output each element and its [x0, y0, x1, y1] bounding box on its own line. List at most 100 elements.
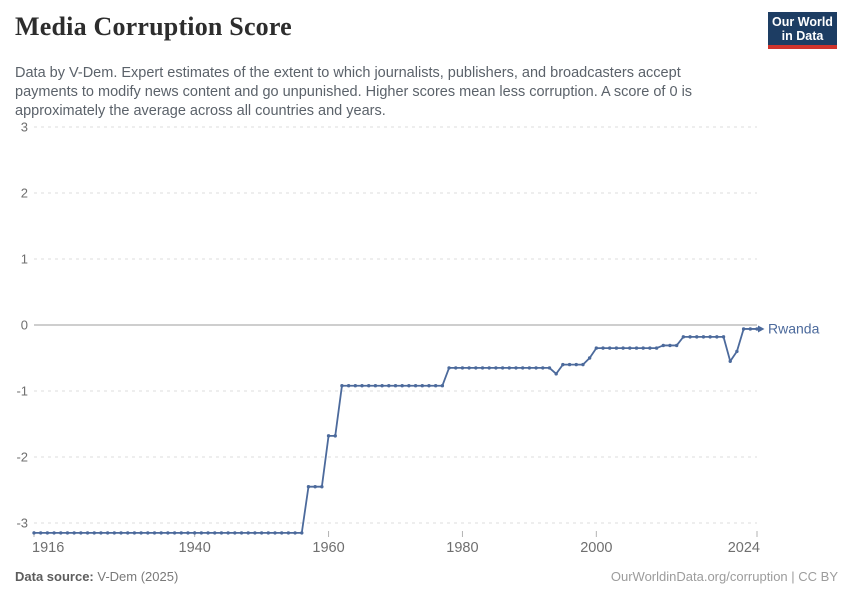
data-point [628, 346, 632, 350]
x-tick-label: 1916 [32, 540, 64, 556]
x-tick-label: 1980 [446, 540, 478, 556]
data-point [634, 346, 639, 350]
data-point [152, 531, 157, 535]
attribution: OurWorldinData.org/corruption | CC BY [610, 569, 838, 584]
data-point [748, 327, 753, 331]
data-point [206, 531, 210, 535]
data-point [219, 531, 224, 535]
data-point [233, 531, 237, 535]
data-point [701, 335, 706, 339]
data-source: Data source: V-Dem (2025) [15, 569, 178, 584]
data-point [608, 346, 612, 350]
y-tick-label: -2 [16, 450, 28, 465]
x-tick-label: 2024 [728, 540, 760, 556]
data-point [621, 346, 625, 350]
data-point [695, 335, 699, 339]
data-point [313, 485, 317, 489]
data-point [367, 384, 371, 388]
data-point [648, 346, 652, 350]
data-point [159, 531, 163, 535]
data-point [213, 531, 217, 535]
data-point [601, 346, 605, 350]
data-point [333, 434, 337, 438]
data-point [52, 531, 56, 535]
data-point [192, 531, 197, 535]
y-tick-label: 3 [21, 120, 28, 135]
chart-subtitle: Data by V-Dem. Expert estimates of the e… [15, 65, 693, 119]
data-point [587, 356, 592, 360]
data-point [480, 366, 485, 370]
data-point [561, 362, 565, 367]
data-point [440, 384, 445, 388]
data-point [92, 531, 96, 535]
page-title: Media Corruption Score [15, 12, 292, 41]
data-point [514, 366, 518, 370]
data-point [407, 384, 411, 388]
data-point [393, 384, 398, 388]
data-point [126, 531, 130, 535]
series-end-label: Rwanda [768, 320, 820, 336]
data-source-label: Data source: [15, 569, 94, 584]
data-point [259, 531, 264, 535]
owid-logo: Our World in Data [768, 12, 837, 49]
data-point [326, 434, 331, 438]
y-tick-label: -1 [16, 384, 28, 399]
data-point [460, 366, 465, 370]
data-point [614, 346, 619, 350]
data-point [500, 366, 505, 370]
data-point [186, 531, 190, 535]
data-point [454, 366, 458, 370]
data-point [293, 531, 297, 535]
owid-logo-line2: in Data [781, 28, 824, 43]
data-point [474, 366, 478, 370]
data-point [72, 531, 76, 535]
data-point [246, 531, 250, 535]
data-point [728, 359, 732, 363]
data-point [340, 384, 344, 388]
data-point [112, 531, 117, 535]
data-point [668, 343, 672, 348]
data-point [253, 531, 257, 535]
data-point [467, 366, 471, 370]
data-point [520, 366, 525, 370]
data-point [380, 384, 384, 388]
data-point [755, 327, 759, 331]
data-point [346, 384, 351, 388]
data-source-value: V-Dem (2025) [97, 569, 179, 584]
data-point [527, 366, 532, 370]
data-point [286, 531, 291, 535]
y-tick-label: 0 [21, 318, 28, 333]
data-point [715, 335, 719, 339]
data-point [226, 531, 230, 535]
data-point [541, 366, 545, 370]
data-point [661, 343, 665, 348]
data-point [547, 366, 552, 370]
data-point [166, 531, 170, 535]
data-point [494, 366, 498, 370]
data-point [574, 362, 578, 367]
y-tick-label: 2 [21, 186, 28, 201]
data-point [79, 531, 83, 535]
data-point [400, 384, 404, 388]
data-point [279, 531, 284, 535]
data-point [534, 366, 538, 370]
data-point [688, 335, 692, 339]
data-point [146, 531, 150, 535]
data-line [34, 328, 757, 534]
data-point [487, 366, 491, 370]
data-point [273, 531, 277, 535]
data-point [199, 531, 204, 535]
data-point [32, 531, 36, 535]
data-point [427, 384, 431, 388]
data-point [721, 335, 726, 339]
data-point [387, 384, 391, 388]
y-tick-label: 1 [21, 252, 28, 267]
data-point [641, 346, 645, 350]
data-point [99, 531, 103, 535]
y-tick-label: -3 [16, 516, 28, 531]
data-point [300, 531, 304, 535]
data-point [38, 531, 43, 535]
x-tick-label: 2000 [580, 540, 612, 556]
data-point [681, 335, 686, 339]
owid-logo-line1: Our World [772, 14, 833, 29]
